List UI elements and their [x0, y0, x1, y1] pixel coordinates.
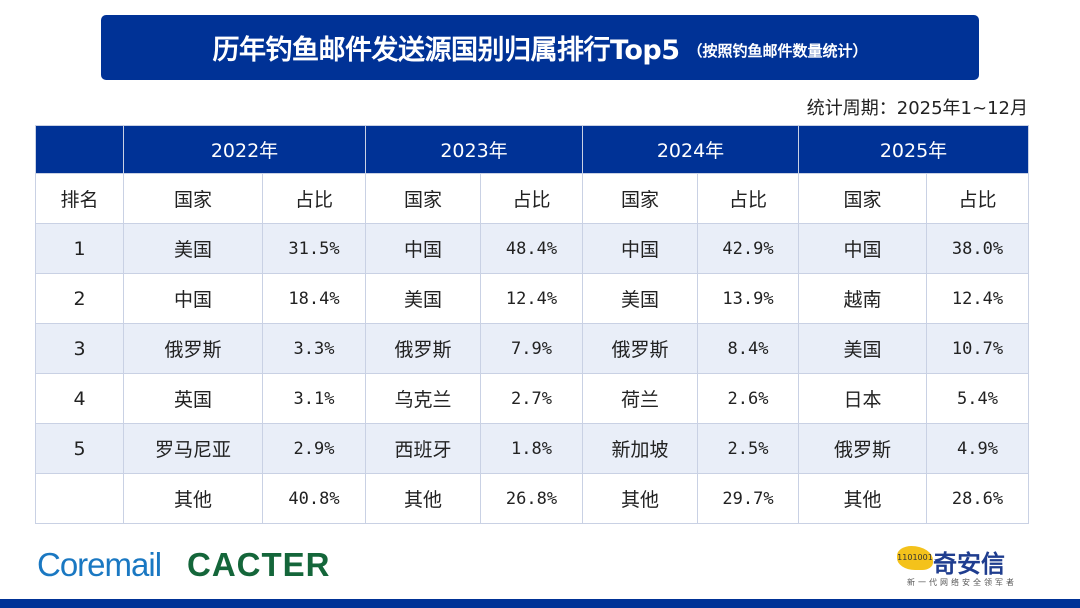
share-cell: 3.1%: [262, 373, 366, 424]
table-row: 5 罗马尼亚 2.9% 西班牙 1.8% 新加坡 2.5% 俄罗斯 4.9%: [35, 423, 1029, 474]
share-cell: 12.4%: [480, 273, 583, 324]
country-cell: 新加坡: [582, 423, 698, 474]
share-cell: 42.9%: [697, 223, 799, 274]
share-cell: 4.9%: [926, 423, 1029, 474]
column-header-row: 排名 国家 占比 国家 占比 国家 占比 国家 占比: [35, 173, 1029, 224]
coremail-logo: Coremail: [37, 546, 162, 583]
page-subtitle: （按照钓鱼邮件数量统计）: [687, 42, 868, 60]
corner-cell: [35, 125, 124, 174]
rank-cell: 5: [35, 423, 124, 474]
rank-cell: 2: [35, 273, 124, 324]
year-header: 2022年: [123, 125, 366, 174]
country-cell: 美国: [123, 223, 263, 274]
country-cell: 其他: [798, 473, 927, 524]
rank-cell: [35, 473, 124, 524]
country-header: 国家: [582, 173, 698, 224]
qianxin-logo: 1101001 奇安信 新一代网络安全领军者: [897, 540, 1027, 590]
country-cell: 乌克兰: [365, 373, 481, 424]
title-banner: 历年钓鱼邮件发送源国别归属排行Top5 （按照钓鱼邮件数量统计）: [101, 15, 979, 80]
share-cell: 12.4%: [926, 273, 1029, 324]
share-cell: 2.6%: [697, 373, 799, 424]
period-label: 统计周期：2025年1~12月: [806, 98, 1028, 119]
share-cell: 3.3%: [262, 323, 366, 374]
share-cell: 18.4%: [262, 273, 366, 324]
country-cell: 其他: [582, 473, 698, 524]
share-cell: 26.8%: [480, 473, 583, 524]
share-cell: 2.9%: [262, 423, 366, 474]
page-title: 历年钓鱼邮件发送源国别归属排行Top5: [212, 35, 680, 66]
country-cell: 俄罗斯: [365, 323, 481, 374]
country-cell: 中国: [365, 223, 481, 274]
tiger-icon: 1101001: [897, 546, 933, 570]
country-cell: 越南: [798, 273, 927, 324]
country-cell: 中国: [582, 223, 698, 274]
share-cell: 40.8%: [262, 473, 366, 524]
share-cell: 2.5%: [697, 423, 799, 474]
bottom-bar: [0, 599, 1080, 608]
share-cell: 38.0%: [926, 223, 1029, 274]
ranking-table: 2022年 2023年 2024年 2025年 排名 国家 占比 国家 占比 国…: [35, 125, 1029, 524]
rank-header: 排名: [35, 173, 124, 224]
country-cell: 美国: [365, 273, 481, 324]
country-header: 国家: [365, 173, 481, 224]
country-cell: 其他: [123, 473, 263, 524]
share-cell: 10.7%: [926, 323, 1029, 374]
country-cell: 其他: [365, 473, 481, 524]
qianxin-name: 奇安信: [933, 550, 1005, 578]
share-cell: 28.6%: [926, 473, 1029, 524]
country-cell: 俄罗斯: [798, 423, 927, 474]
country-cell: 西班牙: [365, 423, 481, 474]
year-header: 2024年: [582, 125, 799, 174]
share-header: 占比: [480, 173, 583, 224]
share-cell: 13.9%: [697, 273, 799, 324]
country-cell: 美国: [582, 273, 698, 324]
share-cell: 1.8%: [480, 423, 583, 474]
rank-cell: 3: [35, 323, 124, 374]
country-cell: 俄罗斯: [582, 323, 698, 374]
country-cell: 日本: [798, 373, 927, 424]
country-cell: 荷兰: [582, 373, 698, 424]
share-header: 占比: [697, 173, 799, 224]
country-cell: 美国: [798, 323, 927, 374]
cacter-logo: CACTER: [187, 546, 331, 583]
table-row: 其他 40.8% 其他 26.8% 其他 29.7% 其他 28.6%: [35, 473, 1029, 524]
share-cell: 2.7%: [480, 373, 583, 424]
table-row: 2 中国 18.4% 美国 12.4% 美国 13.9% 越南 12.4%: [35, 273, 1029, 324]
share-header: 占比: [926, 173, 1029, 224]
qianxin-slogan: 新一代网络安全领军者: [907, 578, 1017, 587]
share-cell: 48.4%: [480, 223, 583, 274]
year-header: 2025年: [798, 125, 1029, 174]
country-cell: 俄罗斯: [123, 323, 263, 374]
share-header: 占比: [262, 173, 366, 224]
share-cell: 7.9%: [480, 323, 583, 374]
country-cell: 中国: [798, 223, 927, 274]
table-row: 1 美国 31.5% 中国 48.4% 中国 42.9% 中国 38.0%: [35, 223, 1029, 274]
country-header: 国家: [123, 173, 263, 224]
country-header: 国家: [798, 173, 927, 224]
country-cell: 英国: [123, 373, 263, 424]
table-row: 4 英国 3.1% 乌克兰 2.7% 荷兰 2.6% 日本 5.4%: [35, 373, 1029, 424]
year-header: 2023年: [365, 125, 583, 174]
share-cell: 29.7%: [697, 473, 799, 524]
rank-cell: 1: [35, 223, 124, 274]
country-cell: 罗马尼亚: [123, 423, 263, 474]
share-cell: 8.4%: [697, 323, 799, 374]
country-cell: 中国: [123, 273, 263, 324]
share-cell: 31.5%: [262, 223, 366, 274]
year-header-row: 2022年 2023年 2024年 2025年: [35, 125, 1029, 174]
rank-cell: 4: [35, 373, 124, 424]
table-row: 3 俄罗斯 3.3% 俄罗斯 7.9% 俄罗斯 8.4% 美国 10.7%: [35, 323, 1029, 374]
share-cell: 5.4%: [926, 373, 1029, 424]
